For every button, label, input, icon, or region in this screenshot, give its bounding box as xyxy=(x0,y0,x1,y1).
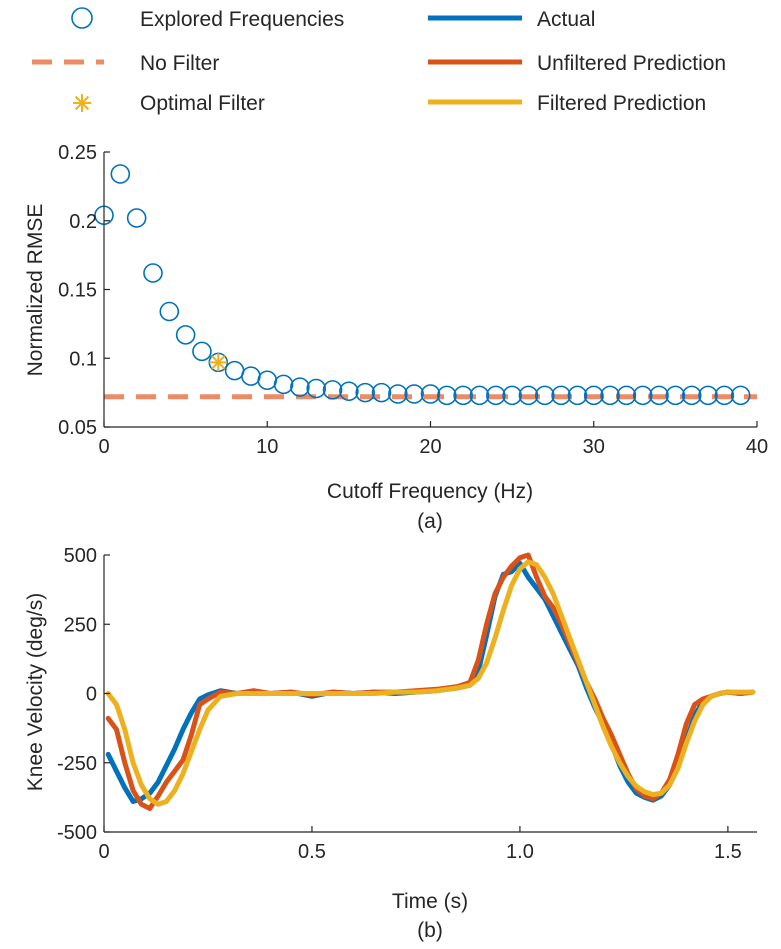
legend-optimal-star xyxy=(73,94,91,112)
chart-a-y-tick-label: 0.2 xyxy=(69,211,97,233)
legend-label-actual: Actual xyxy=(537,8,595,31)
chart-b-x-tick-label: 0 xyxy=(98,841,109,863)
explored-frequency-point xyxy=(518,385,539,406)
chart-b-y-tick-label: 0 xyxy=(86,684,97,706)
explored-frequency-point xyxy=(404,384,424,404)
explored-frequency-point xyxy=(420,384,441,404)
chart-a-x-tick-label: 40 xyxy=(746,436,768,458)
chart-a-y-tick-label: 0.25 xyxy=(58,142,97,164)
explored-frequency-point xyxy=(502,385,522,406)
chart-a-y-tick-label: 0.15 xyxy=(58,280,97,302)
explored-frequency-point xyxy=(322,380,343,400)
explored-frequency-point xyxy=(567,385,588,406)
explored-frequency-point xyxy=(485,385,506,406)
chart-b-x-tick-label: 0.5 xyxy=(298,841,326,863)
legend-label-unfiltered: Unfiltered Prediction xyxy=(537,52,726,75)
chart-a-y-tick-label: 0.05 xyxy=(58,417,97,439)
legend-item-no-filter: No Filter xyxy=(32,52,219,75)
explored-frequency-point xyxy=(241,366,261,386)
explored-frequency-point xyxy=(257,370,278,391)
chart-b-x-tick-label: 1.5 xyxy=(714,841,742,863)
chart-a-axes: 0 10 20 30 40 0.05 0.1 0.15 0.2 0.25 xyxy=(58,142,768,458)
explored-frequency-point xyxy=(159,301,180,322)
chart-a-xlabel: Cutoff Frequency (Hz) xyxy=(327,480,533,503)
legend-item-explored: Explored Frequencies xyxy=(71,7,344,31)
legend-label-explored: Explored Frequencies xyxy=(140,8,344,31)
explored-frequency-point xyxy=(714,385,735,406)
chart-b-y-tick-label: 250 xyxy=(64,614,97,636)
chart-b-marks xyxy=(105,552,756,811)
explored-frequency-point xyxy=(698,385,718,406)
chart-a-ylabel: Normalized RMSE xyxy=(24,204,47,377)
explored-frequency-point xyxy=(371,382,392,403)
chart-a-panel-label: (a) xyxy=(417,510,443,533)
chart-b-x-tick-label: 1.0 xyxy=(506,841,534,863)
legend: Explored Frequencies No Filter Optimal F… xyxy=(32,7,726,115)
filtered-prediction-line xyxy=(105,559,756,807)
legend-item-filtered: Filtered Prediction xyxy=(428,92,706,115)
explored-frequency-point xyxy=(273,374,294,395)
explored-frequency-point xyxy=(453,385,473,406)
explored-frequency-point xyxy=(110,164,131,184)
explored-frequency-point xyxy=(126,208,147,228)
legend-item-optimal: Optimal Filter xyxy=(73,92,265,115)
explored-frequency-point xyxy=(143,263,163,283)
chart-b-panel-label: (b) xyxy=(417,919,443,942)
explored-frequency-point xyxy=(665,385,686,406)
explored-frequency-point xyxy=(600,385,620,406)
chart-panel-b: 0 0.5 1.0 1.5 -500 -250 0 250 500 Time (s) Knee … xyxy=(24,545,757,942)
unfiltered-prediction-line xyxy=(105,552,756,811)
explored-frequency-point xyxy=(469,385,490,406)
explored-frequency-point xyxy=(306,378,327,399)
chart-a-x-tick-label: 0 xyxy=(98,436,109,458)
chart-panel-a: 0 10 20 30 40 0.05 0.1 0.15 0.2 0.25 Cutoff Frequ… xyxy=(24,142,768,533)
chart-a-x-tick-label: 10 xyxy=(256,436,278,458)
explored-frequency-point xyxy=(388,384,408,404)
chart-a-y-tick-label: 0.1 xyxy=(69,348,97,370)
explored-frequency-point xyxy=(534,385,555,406)
legend-label-no-filter: No Filter xyxy=(140,52,219,75)
legend-marker-explored xyxy=(71,7,93,29)
explored-frequency-point xyxy=(192,341,212,362)
explored-frequency-point xyxy=(730,385,751,406)
explored-frequency-point xyxy=(583,385,604,406)
chart-a-x-tick-label: 20 xyxy=(419,436,441,458)
legend-label-optimal: Optimal Filter xyxy=(140,92,265,115)
explored-frequency-point xyxy=(355,382,376,403)
legend-item-unfiltered: Unfiltered Prediction xyxy=(428,52,726,75)
actual-line xyxy=(105,560,756,804)
explored-frequency-point xyxy=(339,381,359,402)
chart-a-x-tick-label: 30 xyxy=(583,436,605,458)
legend-item-actual: Actual xyxy=(428,8,595,31)
chart-b-y-tick-label: -250 xyxy=(57,753,97,775)
legend-marker-optimal xyxy=(73,94,91,112)
legend-label-filtered: Filtered Prediction xyxy=(537,92,706,115)
optimal-filter-point xyxy=(209,353,228,372)
chart-b-xlabel: Time (s) xyxy=(392,890,468,913)
explored-frequency-point xyxy=(551,385,571,406)
explored-frequency-point xyxy=(681,385,702,406)
explored-frequency-point xyxy=(290,377,310,397)
explored-frequency-point xyxy=(632,385,653,406)
explored-frequency-point xyxy=(649,385,669,406)
chart-a-marks xyxy=(94,164,757,406)
explored-frequency-point xyxy=(437,385,457,406)
explored-frequency-point xyxy=(224,360,245,381)
chart-b-y-tick-label: -500 xyxy=(57,822,97,844)
chart-b-ylabel: Knee Velocity (deg/s) xyxy=(24,593,47,791)
chart-b-axes: 0 0.5 1.0 1.5 -500 -250 0 250 500 xyxy=(57,545,757,863)
chart-b-y-tick-label: 500 xyxy=(64,545,97,567)
explored-frequency-point xyxy=(175,325,196,345)
explored-frequency-point xyxy=(616,385,637,406)
